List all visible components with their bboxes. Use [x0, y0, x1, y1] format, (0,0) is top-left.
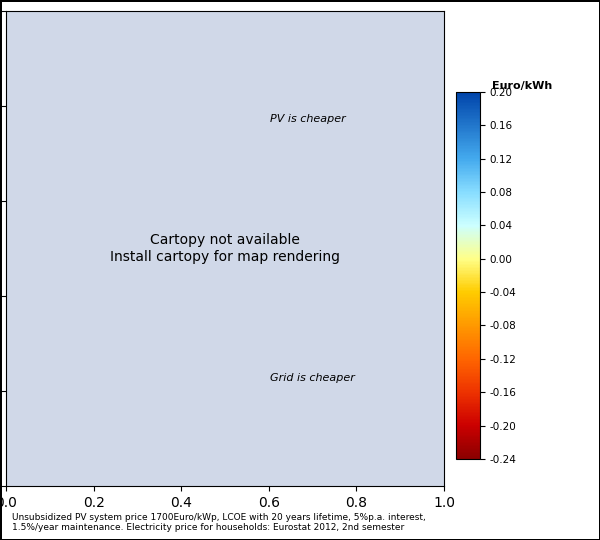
Text: Cartopy not available
Install cartopy for map rendering: Cartopy not available Install cartopy fo…	[110, 233, 340, 264]
Text: PV is cheaper: PV is cheaper	[270, 114, 346, 124]
Text: Unsubsidized PV system price 1700Euro/kWp, LCOE with 20 years lifetime, 5%p.a. i: Unsubsidized PV system price 1700Euro/kW…	[12, 513, 426, 532]
Text: Euro/kWh: Euro/kWh	[492, 82, 552, 91]
Text: Grid is cheaper: Grid is cheaper	[270, 373, 355, 383]
